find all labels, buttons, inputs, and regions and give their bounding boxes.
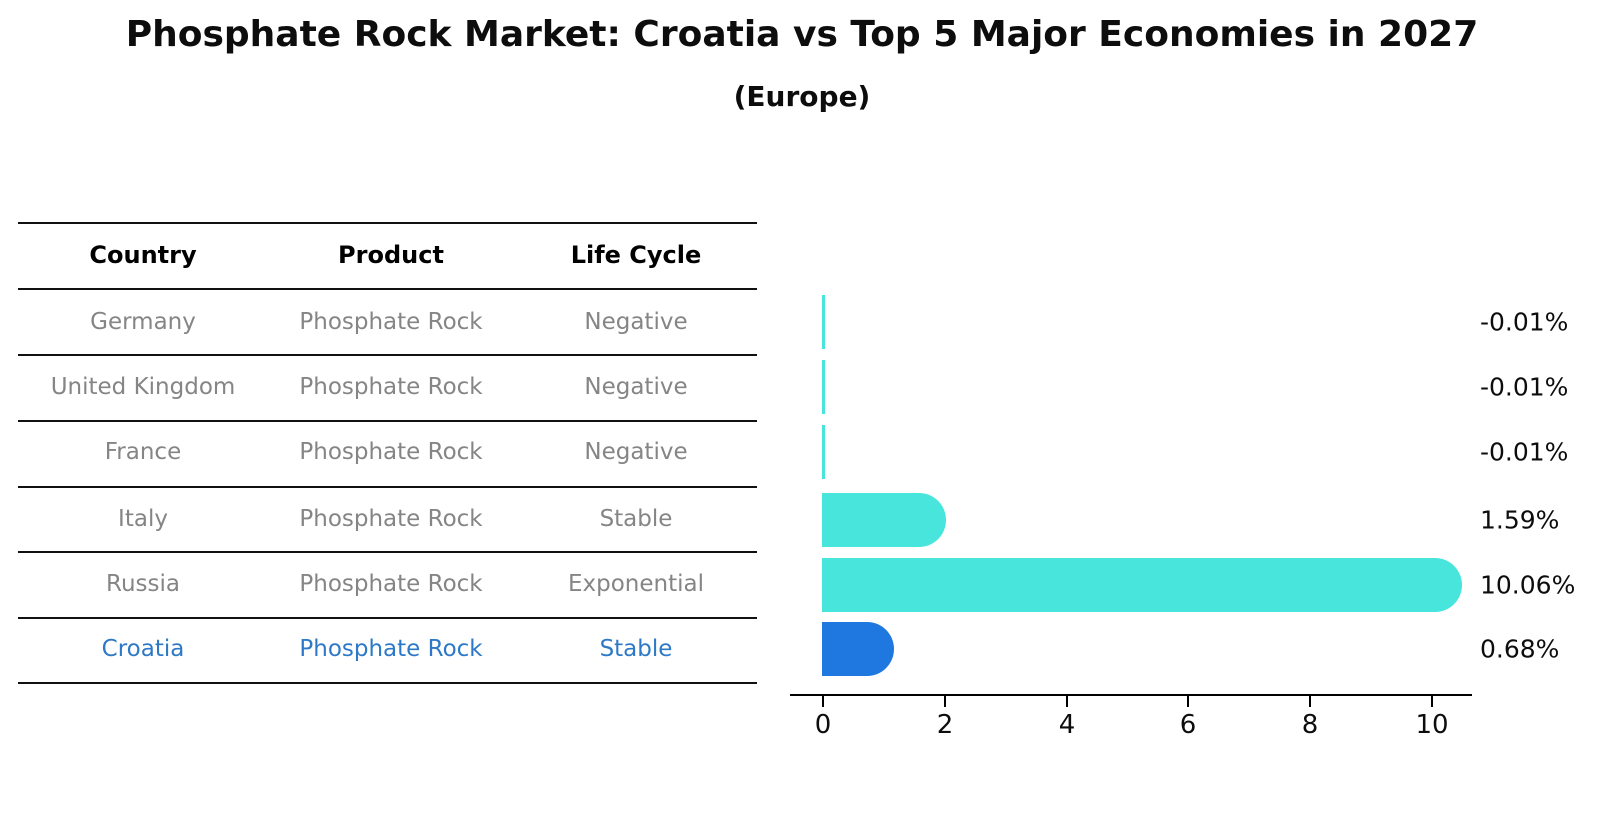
x-axis-tick	[822, 696, 824, 707]
x-axis-tick-label: 2	[936, 710, 954, 740]
x-axis-tick	[1187, 696, 1189, 707]
cell-country: Italy	[118, 506, 168, 532]
table-row-divider	[18, 354, 757, 356]
cell-product: Phosphate Rock	[299, 636, 483, 662]
cell-country: Croatia	[101, 636, 185, 662]
table-row-divider	[18, 617, 757, 619]
bar-value-label-united-kingdom: -0.01%	[1480, 372, 1569, 402]
cell-country: Russia	[106, 571, 180, 597]
cell-product: Phosphate Rock	[299, 571, 483, 597]
cell-product: Phosphate Rock	[299, 506, 483, 532]
bar-value-label-russia: 10.06%	[1480, 570, 1576, 600]
cell-country: United Kingdom	[50, 374, 236, 400]
page-title: Phosphate Rock Market: Croatia vs Top 5 …	[125, 14, 1479, 55]
x-axis-tick-label: 0	[814, 710, 832, 740]
cell-country: Germany	[90, 309, 196, 335]
bar-value-label-germany: -0.01%	[1480, 307, 1569, 337]
x-axis-line	[790, 694, 1472, 696]
bar-france	[822, 425, 825, 479]
cell-product: Phosphate Rock	[299, 439, 483, 465]
cell-product: Phosphate Rock	[299, 374, 483, 400]
table-row-divider	[18, 551, 757, 553]
table-header-divider	[18, 288, 757, 290]
x-axis-tick-label: 6	[1179, 710, 1197, 740]
cell-life-cycle: Negative	[584, 374, 688, 400]
x-axis-tick	[1431, 696, 1433, 707]
bar-united-kingdom	[822, 360, 825, 414]
bar-germany	[822, 295, 825, 349]
bar-croatia	[822, 622, 894, 676]
cell-country: France	[104, 439, 182, 465]
table-border-top	[18, 222, 757, 224]
table-row-divider	[18, 420, 757, 422]
cell-life-cycle: Stable	[599, 506, 673, 532]
bar-italy	[822, 493, 946, 547]
table-border-bottom	[18, 682, 757, 684]
x-axis-tick	[1066, 696, 1068, 707]
bar-value-label-france: -0.01%	[1480, 437, 1569, 467]
cell-life-cycle: Exponential	[567, 571, 704, 597]
bar-value-label-italy: 1.59%	[1480, 505, 1560, 535]
x-axis-tick-label: 10	[1415, 710, 1449, 740]
column-header-country: Country	[89, 241, 197, 269]
x-axis-tick	[1309, 696, 1311, 707]
x-axis-tick	[944, 696, 946, 707]
x-axis-tick-label: 8	[1301, 710, 1319, 740]
cell-life-cycle: Stable	[599, 636, 673, 662]
cell-life-cycle: Negative	[584, 309, 688, 335]
cell-life-cycle: Negative	[584, 439, 688, 465]
column-header-life-cycle: Life Cycle	[570, 241, 702, 269]
bar-russia	[822, 558, 1462, 612]
page-subtitle: (Europe)	[733, 80, 871, 113]
x-axis-tick-label: 4	[1058, 710, 1076, 740]
cell-product: Phosphate Rock	[299, 309, 483, 335]
column-header-product: Product	[338, 241, 444, 269]
table-row-divider	[18, 486, 757, 488]
bar-value-label-croatia: 0.68%	[1480, 634, 1560, 664]
